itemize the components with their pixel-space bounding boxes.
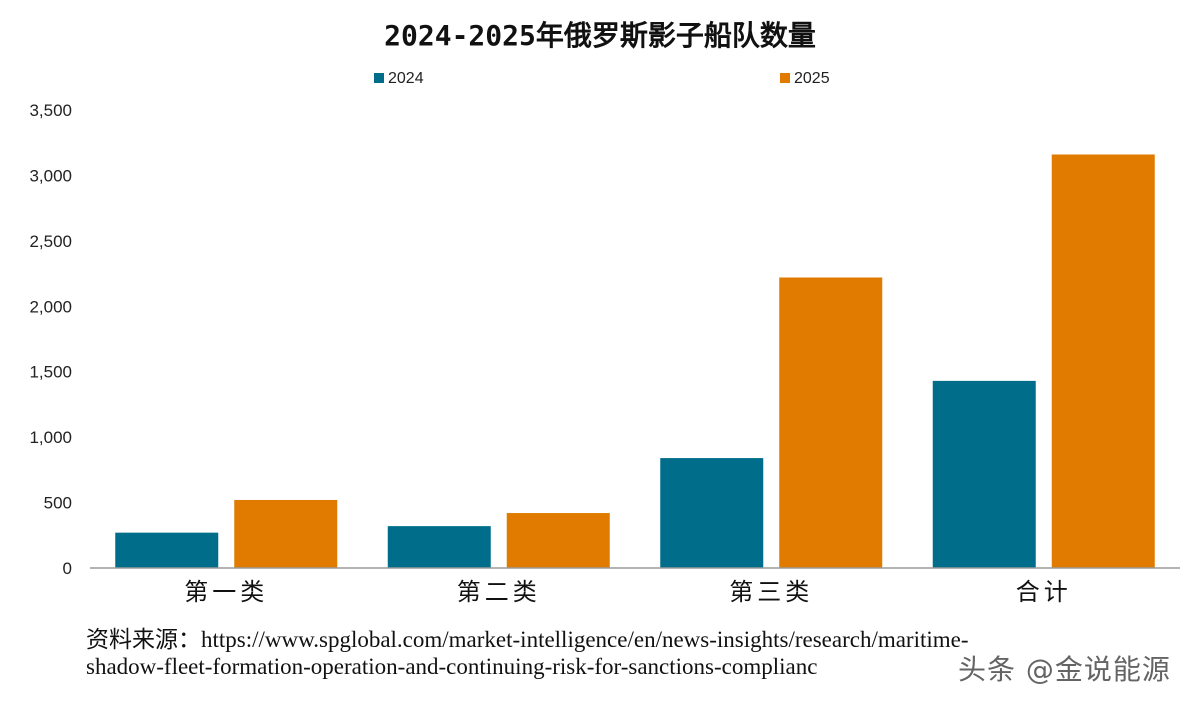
legend-swatch-2025 — [780, 73, 790, 83]
y-tick-label: 3,000 — [29, 166, 72, 185]
x-axis: 第一类 第二类 第三类 合计 — [90, 567, 1180, 606]
y-tick-label: 0 — [63, 559, 72, 578]
x-tick-label: 合计 — [1016, 578, 1072, 606]
source-line-1: 资料来源：https://www.spglobal.com/market-int… — [86, 627, 969, 652]
bar-2025-4 — [1051, 154, 1155, 568]
legend-label-2025: 2025 — [794, 70, 830, 87]
y-tick-label: 500 — [44, 494, 72, 513]
bars — [115, 154, 1155, 568]
y-tick-label: 2,500 — [29, 232, 72, 251]
y-tick-label: 2,000 — [29, 297, 72, 316]
watermark: 头条 @金说能源 — [958, 653, 1171, 686]
chart-title: 2024-2025年俄罗斯影子船队数量 — [384, 19, 816, 52]
x-tick-label: 第一类 — [184, 578, 268, 606]
bar-2025-2 — [506, 513, 610, 568]
x-tick-label: 第二类 — [457, 578, 541, 606]
y-axis: 0 500 1,000 1,500 2,000 2,500 3,000 3,500 — [29, 101, 72, 578]
y-tick-label: 1,500 — [29, 363, 72, 382]
bar-2025-1 — [234, 499, 338, 568]
legend-swatch-2024 — [374, 73, 384, 83]
bar-2025-3 — [779, 277, 883, 568]
y-tick-label: 3,500 — [29, 101, 72, 120]
bar-2024-1 — [115, 532, 219, 568]
source-line-2: shadow-fleet-formation-operation-and-con… — [86, 654, 818, 679]
bar-2024-2 — [387, 526, 491, 568]
x-tick-label: 第三类 — [729, 578, 813, 606]
y-tick-label: 1,000 — [29, 428, 72, 447]
bar-2024-4 — [932, 380, 1036, 568]
legend: 2024 2025 — [374, 70, 830, 87]
legend-label-2024: 2024 — [388, 70, 424, 87]
bar-2024-3 — [660, 458, 764, 568]
